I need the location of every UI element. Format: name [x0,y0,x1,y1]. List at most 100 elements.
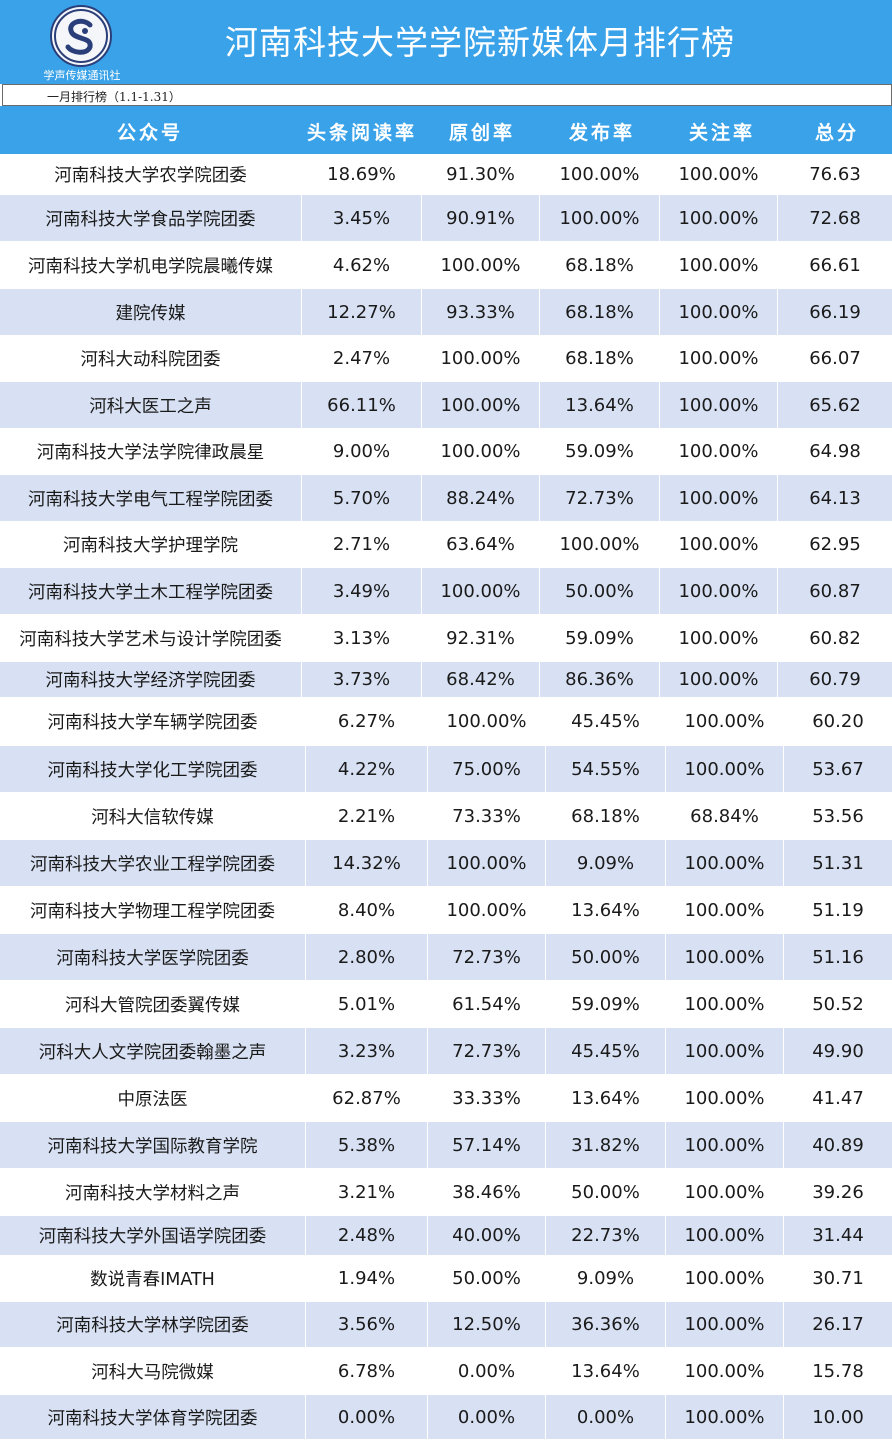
publish-rate: 100.00% [540,195,660,241]
publish-rate: 54.55% [546,746,666,792]
follow-rate: 100.00% [666,1169,784,1215]
page-title: 河南科技大学学院新媒体月排行榜 [225,23,735,62]
score: 60.87 [809,580,861,602]
score: 65.62 [809,394,861,416]
follow-rate: 100.00% [660,615,778,661]
publish-rate: 9.09% [546,840,666,886]
read-rate: 9.00% [302,429,422,474]
account-name: 河科大管院团委翼传媒 [0,981,306,1027]
original-rate: 93.33% [422,289,540,335]
score: 66.19 [809,301,861,323]
original-rate: 63.64% [422,522,540,567]
publish-rate: 13.64% [546,887,666,933]
read-rate: 4.62% [302,242,422,288]
follow-rate: 100.00% [666,1028,784,1074]
original-rate: 100.00% [428,698,546,745]
publish-rate: 68.18% [546,793,666,839]
read-rate: 3.73% [302,662,422,697]
publish-rate: 68.18% [540,289,660,335]
score: 51.19 [812,899,864,921]
banner: 学声传媒通讯社 河南科技大学学院新媒体月排行榜 [0,0,892,84]
follow-rate: 100.00% [660,195,778,241]
publish-rate: 13.64% [540,382,660,428]
follow-rate: 100.00% [666,1216,784,1255]
read-rate: 2.21% [306,793,428,839]
read-rate: 0.00% [306,1395,428,1439]
account-name: 河南科技大学经济学院团委 [0,662,302,697]
account-name: 河南科技大学艺术与设计学院团委 [0,615,302,661]
publish-rate: 45.45% [546,698,666,745]
table-row: 河南科技大学医学院团委 2.80% 72.73% 50.00% 100.00% 51.16 [0,934,892,981]
read-rate: 2.48% [306,1216,428,1255]
original-rate: 100.00% [428,840,546,886]
account-name: 河科大动科院团委 [0,336,302,381]
read-rate: 6.78% [306,1348,428,1394]
publish-rate: 59.09% [540,615,660,661]
account-name: 河南科技大学农业工程学院团委 [0,840,306,886]
table-row: 河南科技大学电气工程学院团委 5.70% 88.24% 72.73% 100.00% 64… [0,475,892,522]
read-rate: 3.21% [306,1169,428,1215]
original-rate: 72.73% [428,1028,546,1074]
publish-rate: 50.00% [546,1169,666,1215]
follow-rate: 68.84% [666,793,784,839]
publish-rate: 50.00% [540,568,660,614]
original-rate: 100.00% [422,382,540,428]
account-name: 河南科技大学食品学院团委 [0,195,302,241]
score: 50.52 [812,993,864,1015]
publish-rate: 68.18% [540,242,660,288]
table-row: 河南科技大学化工学院团委 4.22% 75.00% 54.55% 100.00% 53.6… [0,746,892,793]
follow-rate: 100.00% [666,1122,784,1168]
table-row: 河南科技大学经济学院团委 3.73% 68.42% 86.36% 100.00% 60.7… [0,662,892,698]
read-rate: 2.71% [302,522,422,567]
table-row: 河南科技大学林学院团委 3.56% 12.50% 36.36% 100.00% 26.17 [0,1302,892,1348]
read-rate: 12.27% [302,289,422,335]
account-name: 河南科技大学物理工程学院团委 [0,887,306,933]
follow-rate: 100.00% [666,1302,784,1347]
follow-rate: 100.00% [666,1395,784,1439]
table-row: 中原法医 62.87% 33.33% 13.64% 100.00% 41.47 [0,1075,892,1122]
account-name: 河科大马院微媒 [0,1348,306,1394]
table-row: 河科大管院团委翼传媒 5.01% 61.54% 59.09% 100.00% 50.52 [0,981,892,1028]
original-rate: 92.31% [422,615,540,661]
score: 39.26 [812,1181,864,1203]
follow-rate: 100.00% [660,662,778,697]
original-rate: 33.33% [428,1075,546,1121]
original-rate: 0.00% [428,1395,546,1439]
publish-rate: 45.45% [546,1028,666,1074]
table-row: 河南科技大学材料之声 3.21% 38.46% 50.00% 100.00% 39.26 [0,1169,892,1216]
account-name: 河科大人文学院团委翰墨之声 [0,1028,306,1074]
original-rate: 72.73% [428,934,546,980]
period-label: 一月排行榜（1.1-1.31） [47,90,181,104]
read-rate: 1.94% [306,1256,428,1301]
follow-rate: 100.00% [660,522,778,567]
account-name: 河南科技大学体育学院团委 [0,1395,306,1439]
table-row: 建院传媒 12.27% 93.33% 68.18% 100.00% 66.19 [0,289,892,336]
follow-rate: 100.00% [666,1075,784,1121]
score: 53.56 [812,805,864,827]
score: 49.90 [812,1040,864,1062]
table-row: 河科大医工之声 66.11% 100.00% 13.64% 100.00% 65.62 [0,382,892,429]
table-row: 河南科技大学艺术与设计学院团委 3.13% 92.31% 59.09% 100.00% 6… [0,615,892,662]
read-rate: 5.01% [306,981,428,1027]
original-rate: 57.14% [428,1122,546,1168]
score: 10.00 [812,1406,864,1428]
account-name: 河南科技大学土木工程学院团委 [0,568,302,614]
table-row: 数说青春IMATH 1.94% 50.00% 9.09% 100.00% 30.71 [0,1256,892,1302]
table-row: 河南科技大学车辆学院团委 6.27% 100.00% 45.45% 100.00% 60.… [0,698,892,746]
table-row: 河南科技大学法学院律政晨星 9.00% 100.00% 59.09% 100.00% 64… [0,429,892,475]
logo: 学声传媒通讯社 [38,5,128,82]
publish-rate: 31.82% [546,1122,666,1168]
original-rate: 75.00% [428,746,546,792]
follow-rate: 100.00% [666,1256,784,1301]
account-name: 河南科技大学农学院团委 [0,155,302,194]
score: 66.61 [809,254,861,276]
account-name: 河南科技大学机电学院晨曦传媒 [0,242,302,288]
publish-rate: 72.73% [540,475,660,521]
publish-rate: 0.00% [546,1395,666,1439]
table-row: 河南科技大学食品学院团委 3.45% 90.91% 100.00% 100.00% 72.… [0,195,892,242]
original-rate: 100.00% [422,568,540,614]
read-rate: 2.47% [302,336,422,381]
read-rate: 14.32% [306,840,428,886]
account-name: 河科大医工之声 [0,382,302,428]
score: 64.13 [809,487,861,509]
